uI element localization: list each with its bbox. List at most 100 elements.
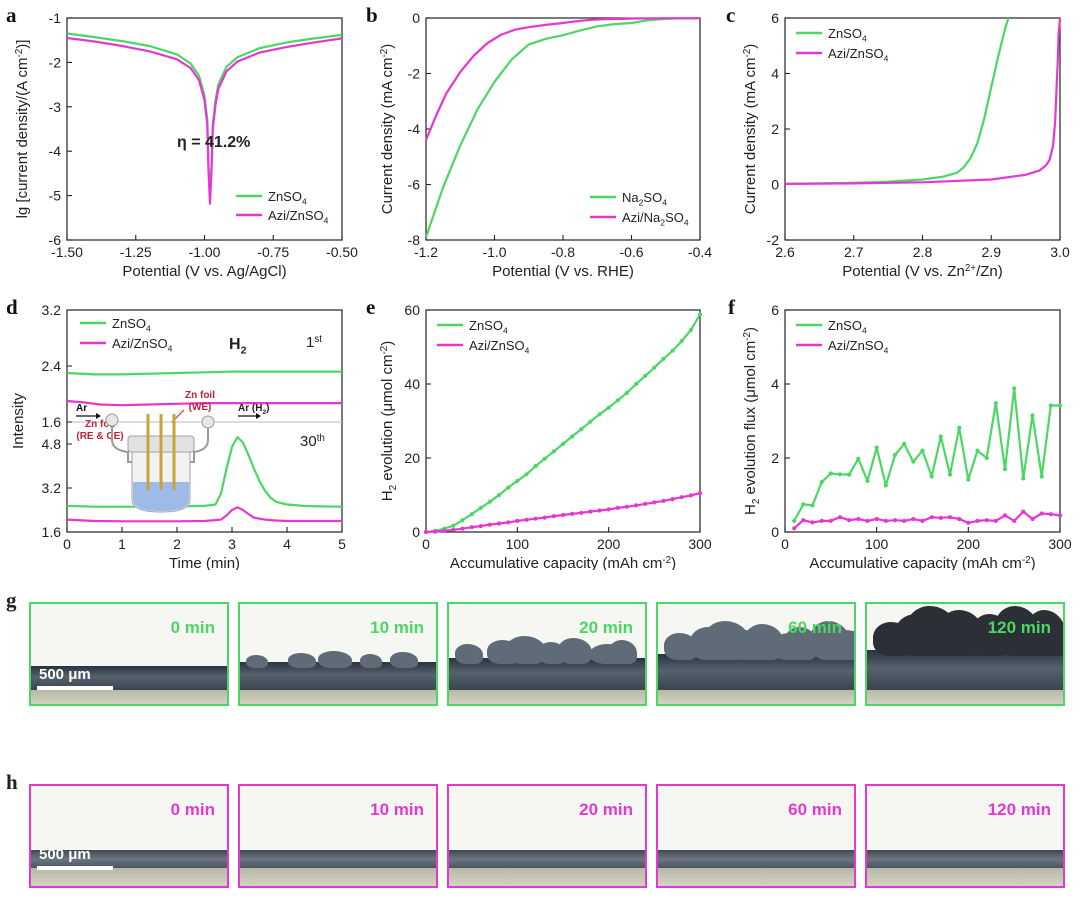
data-point — [1030, 516, 1035, 522]
data-point — [423, 529, 429, 535]
data-point — [920, 518, 925, 524]
y-axis-label: Current density (mA cm-2) — [742, 44, 759, 215]
data-point — [938, 434, 943, 439]
panel-b-chart: -1.2 -1.0 -0.8 -0.6 -0.4 -8 -6 -4 -2 0 Potential (… — [366, 3, 712, 280]
zinc-deposit-layer — [656, 654, 856, 690]
data-point — [902, 518, 907, 524]
y-tick-label: 2.4 — [42, 358, 62, 374]
y-tick-label: 3.2 — [42, 480, 62, 496]
scale-bar-label: 500 μm — [39, 666, 91, 683]
y-tick-label: 0 — [771, 524, 779, 540]
data-point — [588, 509, 593, 514]
plot-frame — [66, 309, 343, 533]
data-point — [524, 517, 529, 522]
micrograph-frame: 10 min — [238, 602, 438, 706]
time-label: 60 min — [788, 800, 842, 819]
data-point — [560, 441, 566, 446]
x-tick-label: 1 — [118, 536, 126, 552]
y-axis-label: Current density (mA cm-2) — [379, 44, 396, 215]
time-label: 20 min — [579, 800, 633, 819]
dendrite — [390, 652, 418, 668]
data-point — [570, 434, 575, 439]
legend-entry: ZnSO4 — [828, 318, 867, 336]
series-line — [793, 510, 1061, 530]
data-point — [837, 515, 843, 520]
data-point — [469, 512, 474, 517]
time-label: 0 min — [170, 800, 215, 819]
right-valve — [201, 415, 215, 429]
x-tick-label: 300 — [1048, 536, 1072, 552]
x-axis-label: Accumulative capacity (mAh cm-2) — [450, 555, 676, 570]
micrograph-frame: 10 min — [238, 784, 438, 888]
dendrite — [288, 653, 316, 668]
y-tick-label: 20 — [404, 450, 420, 466]
micrograph-frame: 20 min — [447, 602, 647, 706]
frame-border — [865, 784, 1065, 888]
time-label: 10 min — [370, 618, 424, 637]
data-point — [966, 520, 971, 525]
data-point — [597, 412, 602, 417]
working-electrode-label: Zn foil — [185, 390, 215, 401]
legend-entry: ZnSO4 — [268, 189, 307, 207]
data-point — [837, 472, 843, 477]
y-tick-label: 2 — [771, 121, 779, 137]
data-point — [1002, 513, 1008, 518]
x-tick-label: 2.9 — [982, 244, 1002, 260]
data-point — [515, 518, 520, 524]
data-point — [828, 471, 833, 476]
micrograph-frame: 120 min — [865, 784, 1065, 888]
data-point — [947, 515, 953, 520]
data-point — [670, 348, 675, 353]
data-point — [579, 510, 584, 515]
dendrite — [609, 640, 638, 664]
data-point — [929, 515, 934, 520]
data-point — [679, 339, 684, 344]
y-tick-label: -2 — [767, 232, 780, 248]
panel-c-chart: 2.6 2.7 2.8 2.9 3.0 -2 0 2 4 6 Potential (V vs. Zn… — [726, 3, 1070, 280]
data-point — [938, 515, 943, 521]
right-gas-tube — [187, 422, 209, 463]
data-point — [819, 518, 824, 524]
data-point — [810, 503, 815, 508]
x-tick-label: 5 — [338, 536, 346, 552]
x-axis-label: Accumulative capacity (mAh cm-2) — [809, 555, 1035, 570]
data-point — [515, 478, 520, 483]
working-electrode-label: (WE) — [189, 402, 212, 413]
data-point — [697, 491, 703, 496]
series-line — [793, 387, 1060, 522]
gas-outlet-label: Ar (H2) — [238, 403, 269, 416]
series-line-first-cycle — [66, 399, 342, 407]
x-axis-label: Potential (V vs. RHE) — [492, 263, 634, 280]
time-label: 0 min — [170, 618, 215, 637]
y-axis-label: lg [current density/(A cm-2)] — [14, 40, 31, 219]
x-tick-label: 2.7 — [844, 244, 864, 260]
data-point — [792, 526, 797, 531]
data-point — [624, 390, 630, 395]
y-tick-label: 4 — [771, 66, 779, 82]
data-point — [670, 497, 675, 502]
panel-label: d — [6, 295, 18, 319]
x-tick-label: -1.25 — [120, 244, 152, 260]
data-point — [533, 516, 538, 521]
y-axis-label: Intensity — [10, 393, 27, 449]
legend-entry: Azi/Na2SO4 — [622, 210, 689, 228]
micrograph-frame: 120 min — [865, 602, 1065, 706]
data-point — [957, 516, 962, 522]
x-tick-label: 200 — [957, 536, 981, 552]
time-label: 120 min — [987, 618, 1051, 637]
data-point — [1030, 413, 1035, 418]
data-point — [819, 480, 824, 485]
frame-border — [865, 602, 1065, 706]
y-tick-label: 4.8 — [42, 436, 62, 452]
x-tick-label: 2.8 — [913, 244, 933, 260]
data-point — [451, 523, 456, 528]
data-point — [975, 518, 980, 524]
micrograph-frame: 60 min — [656, 784, 856, 888]
y-tick-label: 3.2 — [42, 302, 62, 318]
data-point — [560, 512, 566, 518]
data-point — [643, 501, 648, 506]
panel-e-chart: 0 100 200 300 0 20 40 60 Accumulative capacity (… — [366, 295, 712, 570]
data-point — [792, 518, 797, 524]
scale-bar-label: 500 μm — [39, 846, 91, 863]
data-point — [957, 425, 962, 430]
